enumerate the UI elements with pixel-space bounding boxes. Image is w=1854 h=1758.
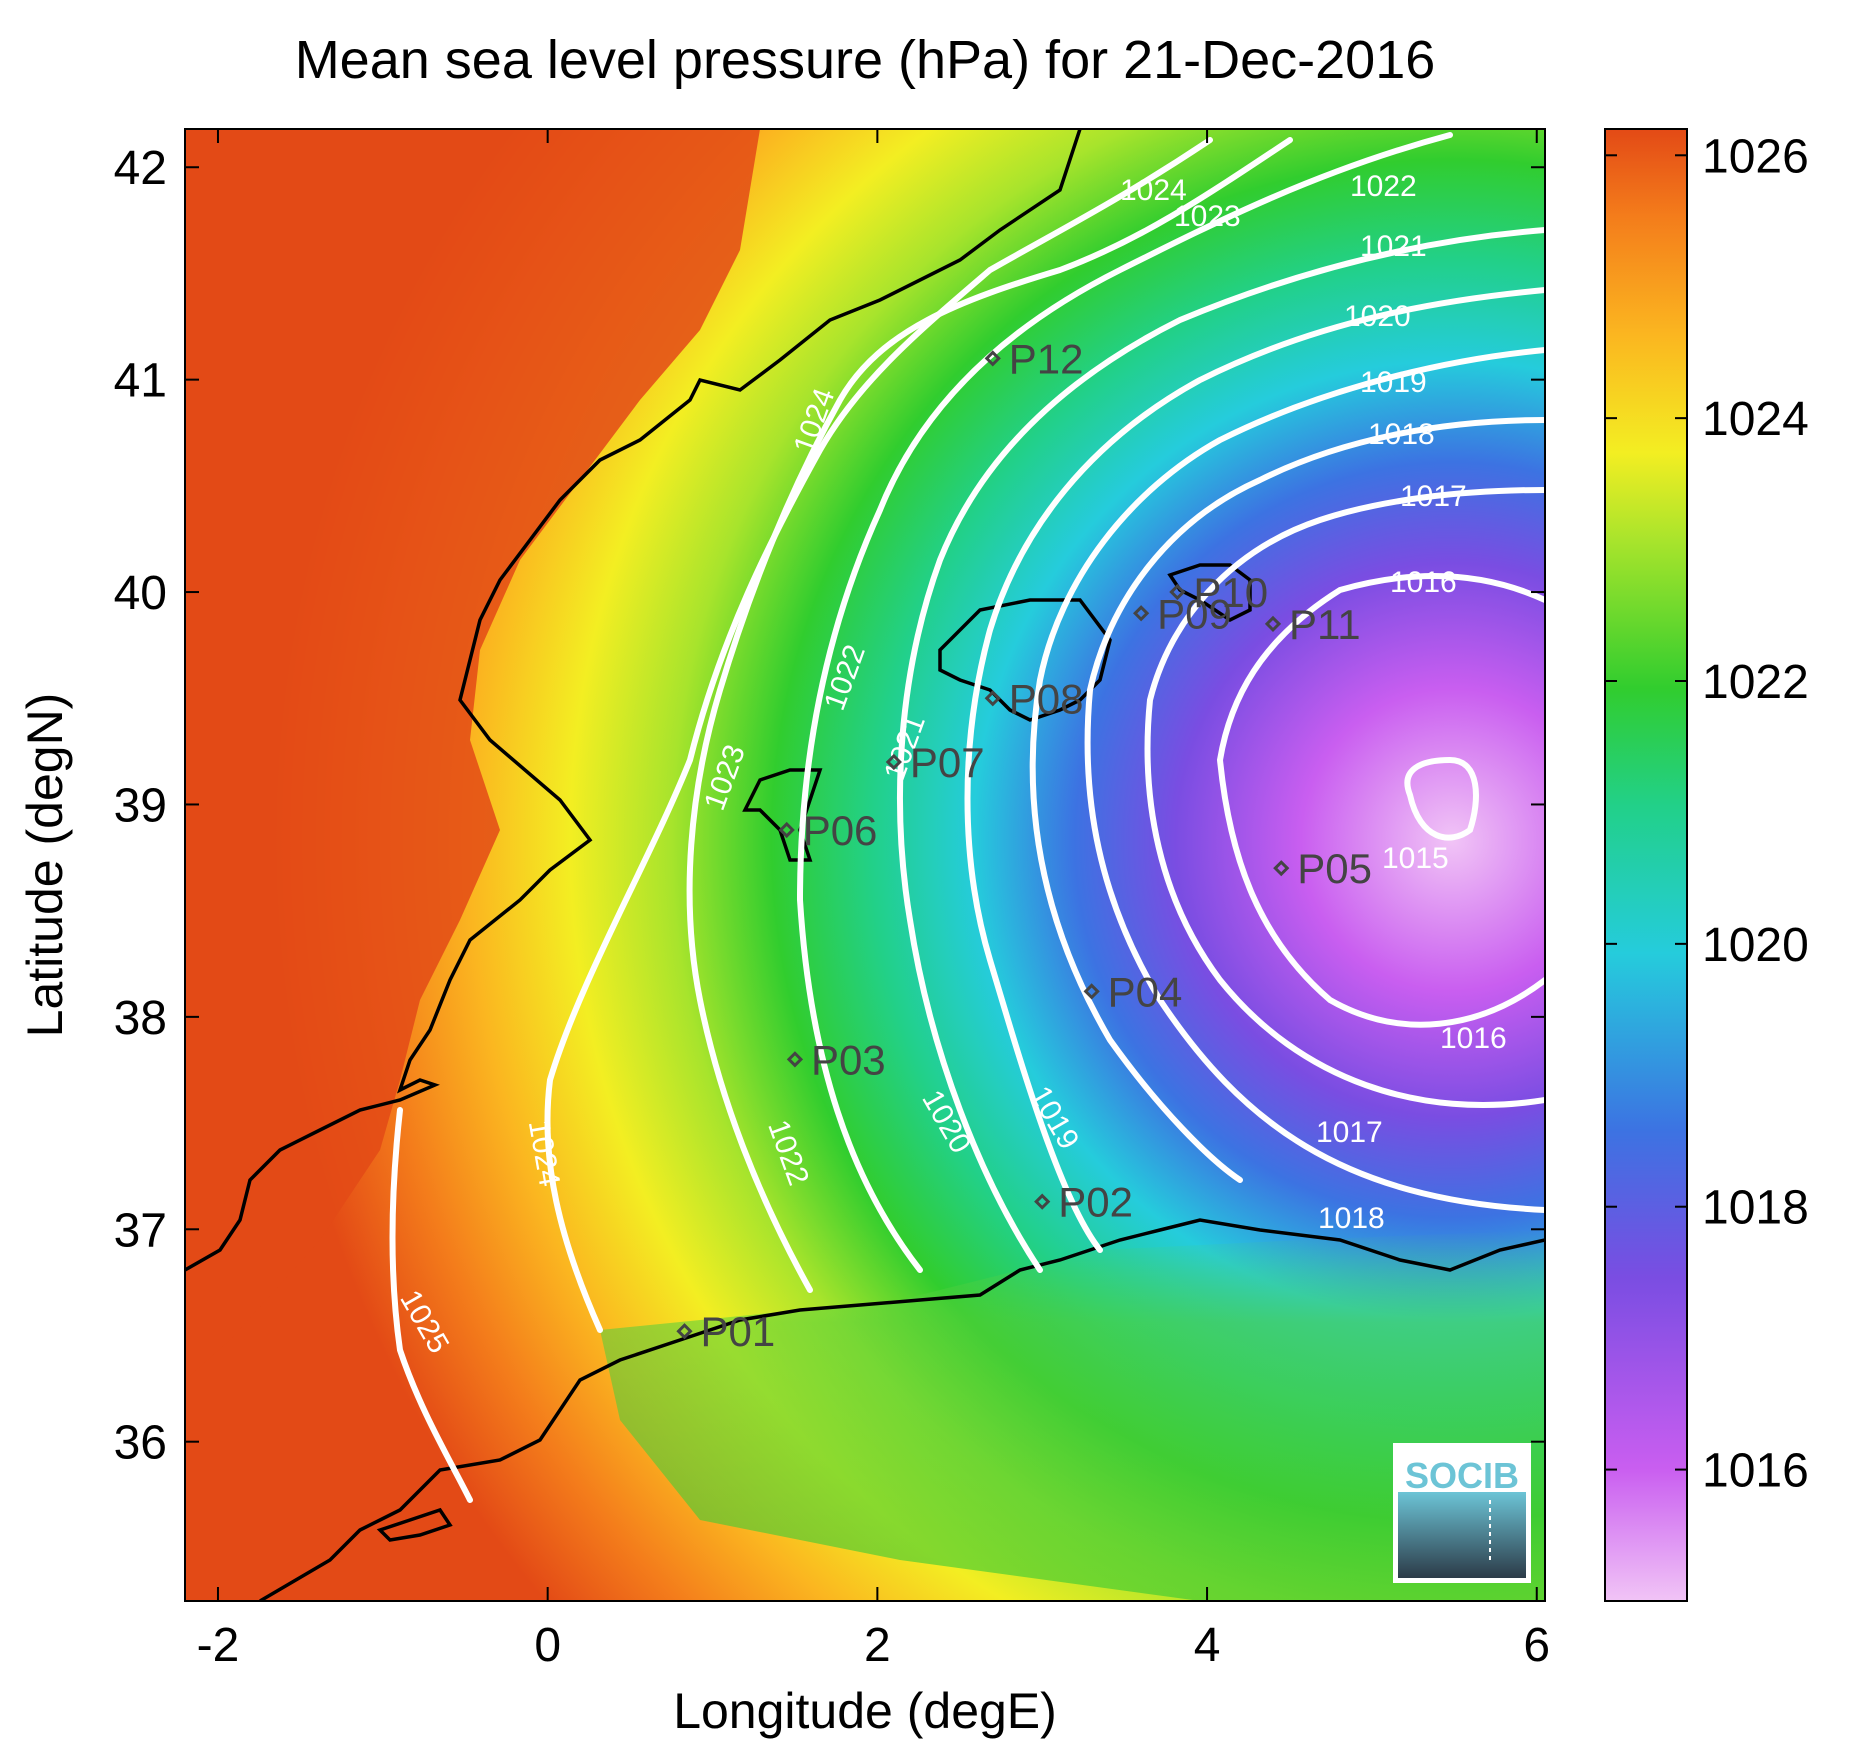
plot-area	[185, 129, 1545, 1601]
station-marker	[885, 753, 902, 771]
logo-gradient	[1398, 1492, 1526, 1578]
colorbar-gradient	[1604, 128, 1688, 1602]
african-coast	[259, 1218, 1545, 1601]
isobar-contours	[389, 132, 1545, 1503]
isobar-1025	[389, 1107, 473, 1503]
isobar-1017	[1144, 487, 1545, 1108]
isobar-1016	[1216, 573, 1545, 1028]
y-tick-label: 41	[114, 355, 167, 408]
isobar-label: 1016	[1440, 1022, 1507, 1055]
isobar-label: 1019	[1360, 366, 1427, 399]
y-tick-label: 36	[114, 1417, 167, 1470]
x-tick-label: 6	[1523, 1619, 1550, 1672]
station-label: P11	[1289, 601, 1361, 648]
station-label: P12	[1009, 335, 1084, 382]
station-label: P06	[803, 807, 878, 854]
isobar-1019	[1029, 347, 1545, 1183]
station-label: P01	[700, 1308, 775, 1355]
colorbar-tick-label: 1022	[1702, 656, 1809, 709]
coastline	[185, 129, 1545, 1601]
isobar-label: 1024	[1120, 174, 1187, 207]
station-marker	[984, 350, 1001, 367]
station-label: P09	[1157, 590, 1232, 637]
x-tick-label: -2	[197, 1619, 240, 1672]
isobar-label: 1022	[1350, 170, 1417, 203]
station-label: P04	[1108, 968, 1183, 1015]
isobar-1021	[897, 227, 1545, 1273]
colorbar-tick-label: 1016	[1702, 1445, 1809, 1498]
colorbar-axis: 1016 1018 1020 1022 1024 1026	[1605, 130, 1809, 1498]
isobar-label: 1018	[1368, 418, 1435, 451]
station-marker	[1083, 983, 1100, 1000]
logo-text: SOCIB	[1405, 1455, 1519, 1496]
station-marker	[676, 1323, 693, 1340]
isobar-label: 1016	[1390, 566, 1457, 599]
station-marker	[1132, 605, 1150, 622]
y-axis-label: Latitude (degN)	[17, 693, 73, 1038]
x-tick-label: 0	[534, 1619, 561, 1672]
x-tick-label: 4	[1194, 1619, 1221, 1672]
station-label: P05	[1297, 845, 1372, 892]
station-label: P10	[1193, 569, 1268, 616]
isobar-1018	[1084, 417, 1545, 1213]
station-label: P08	[1009, 675, 1084, 722]
station-marker	[1273, 860, 1290, 877]
colorbar-tick-label: 1026	[1702, 130, 1809, 183]
iberian-coast	[185, 129, 1082, 1272]
station-label: P03	[811, 1036, 886, 1083]
isobar-1015	[1404, 756, 1479, 841]
y-tick-label: 38	[114, 992, 167, 1045]
isobar-1020	[964, 287, 1545, 1253]
menorca-island	[1167, 563, 1252, 623]
y-tick-label: 42	[114, 142, 167, 195]
isobar-label: 1023	[1174, 200, 1241, 233]
y-tick-label: 40	[114, 567, 167, 620]
colorbar-tick-label: 1020	[1702, 919, 1809, 972]
colorbar: 1016 1018 1020 1022 1024 1026	[1604, 128, 1809, 1602]
x-axis-label: Longitude (degE)	[673, 1683, 1057, 1739]
isobar-1022	[796, 132, 1453, 1273]
alboran-island	[376, 1507, 453, 1542]
mallorca-island	[938, 598, 1112, 722]
station-marker	[1264, 615, 1282, 633]
y-tick-label: 39	[114, 779, 167, 832]
south-sea-area	[600, 1230, 1545, 1601]
station-label: P02	[1058, 1179, 1133, 1226]
station-marker	[984, 690, 1001, 707]
isobar-label: 1020	[1344, 300, 1411, 333]
station-marker	[786, 1051, 804, 1068]
isobar-label: 1015	[1382, 842, 1449, 875]
y-tick-label: 37	[114, 1204, 167, 1257]
station-marker	[1169, 583, 1186, 601]
x-tick-label: 2	[864, 1619, 891, 1672]
chart-title: Mean sea level pressure (hPa) for 21-Dec…	[295, 30, 1436, 90]
isobar-label: 1017	[1400, 480, 1467, 513]
isobar-label: 1018	[1318, 1202, 1385, 1235]
isobar-1024	[544, 137, 1213, 1333]
colorbar-tick-label: 1024	[1702, 393, 1809, 446]
socib-logo: SOCIB	[1393, 1443, 1531, 1583]
plot-frame	[184, 128, 1546, 1602]
x-axis: -2 0 2 4 6	[197, 129, 1550, 1672]
y-axis: 36 37 38 39 40 41 42	[114, 142, 1545, 1470]
isobar-label: 1017	[1316, 1116, 1383, 1149]
isobar-label: 1021	[1360, 230, 1427, 263]
station-marker	[778, 821, 795, 839]
station-marker	[1034, 1193, 1051, 1210]
colorbar-tick-label: 1018	[1702, 1182, 1809, 1235]
land-high-pressure-area	[185, 129, 760, 1380]
station-label: P07	[910, 739, 985, 786]
